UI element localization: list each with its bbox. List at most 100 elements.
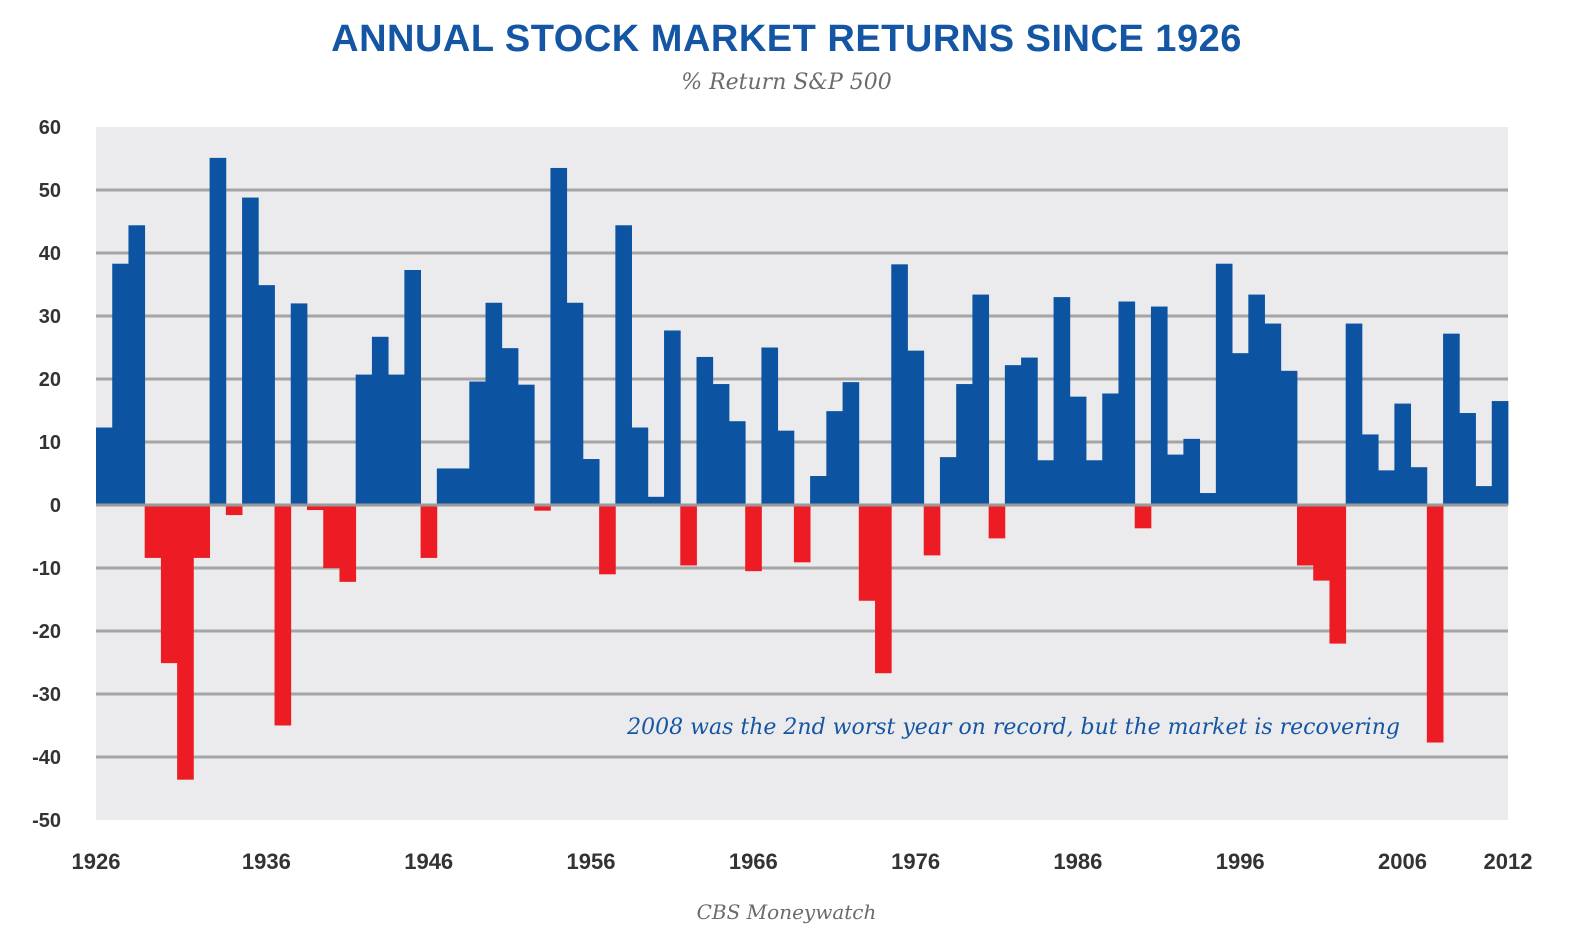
bar-1927 [112,263,129,505]
bar-1964 [712,384,730,505]
bar-2007 [1410,467,1428,505]
bar-1975 [891,264,908,505]
bar-1940 [323,505,340,568]
bar-1989 [1118,301,1136,505]
bar-1968 [777,430,795,505]
bar-1993 [1183,438,1201,505]
bar-1988 [1102,393,1119,505]
bar-1952 [517,384,535,505]
y-tick-label: 10 [39,432,61,454]
x-axis-ticks: 1926 1936 1946 1956 1966 1976 1986 1996 2006 2012 [72,849,1533,874]
y-tick-label: 20 [39,369,61,391]
chart-title: ANNUAL STOCK MARKET RETURNS SINCE 1926 [331,18,1242,60]
bar-1991 [1150,306,1168,505]
bar-1969 [793,505,811,563]
bar-1983 [1021,357,1038,505]
y-tick-label: -40 [32,747,61,769]
chart-subtitle: % Return S&P 500 [681,70,892,95]
bar-1962 [680,505,697,566]
bar-1950 [485,302,503,505]
bar-1959 [631,427,649,505]
bar-1981 [988,505,1006,539]
bar-1930 [160,505,178,664]
bar-2004 [1361,434,1379,505]
x-tick-label: 2012 [1484,849,1533,874]
y-tick-label: -20 [32,621,61,643]
bar-1945 [404,270,421,505]
bar-1938 [290,303,308,505]
bar-2003 [1345,323,1363,505]
bar-1996 [1232,353,1249,505]
bar-1931 [177,505,194,780]
bar-1937 [274,505,292,726]
bar-1947 [436,468,454,505]
bar-1960 [647,496,665,505]
x-tick-label: 1946 [404,849,453,874]
bar-1941 [339,505,357,582]
bar-1958 [615,225,632,505]
bar-1992 [1167,454,1184,505]
bar-2000 [1297,505,1314,566]
bar-1951 [501,348,519,505]
bar-2011 [1475,486,1493,505]
bar-1974 [875,505,892,674]
bar-1999 [1280,370,1298,505]
y-tick-label: -50 [32,810,61,832]
bar-1957 [599,505,616,575]
bar-1933 [209,157,227,505]
bar-2012 [1491,401,1509,505]
y-tick-label: 30 [39,306,61,328]
bar-1987 [1086,460,1103,505]
bar-1997 [1248,294,1265,505]
bar-1943 [371,336,389,505]
bar-1939 [306,505,324,511]
bar-1966 [745,505,762,572]
bar-1978 [939,457,957,505]
bar-1998 [1264,323,1282,505]
y-tick-label: 50 [39,180,61,202]
bar-1942 [355,374,373,505]
x-tick-label: 1936 [242,849,291,874]
bar-1971 [826,411,843,505]
bar-1934 [225,505,243,516]
y-tick-label: 0 [50,495,61,517]
x-tick-label: 1926 [72,849,121,874]
bar-1995 [1215,263,1233,505]
bar-1936 [258,285,275,505]
bar-1932 [193,505,211,558]
bar-1956 [582,459,600,505]
x-tick-label: 1966 [729,849,778,874]
bar-1982 [1004,365,1022,505]
x-tick-label: 1986 [1053,849,1102,874]
bar-1926 [96,427,113,505]
bar-1970 [810,476,827,505]
x-tick-label: 2006 [1378,849,1427,874]
bar-1990 [1134,505,1152,529]
x-tick-label: 1976 [891,849,940,874]
bar-1977 [923,505,941,556]
bar-1944 [388,374,405,505]
bar-2002 [1329,505,1347,644]
bar-1946 [420,505,438,558]
bar-1976 [907,350,925,505]
bar-1949 [469,381,486,505]
bar-1955 [566,302,584,505]
bar-1954 [550,167,568,505]
bar-1965 [728,421,746,505]
y-axis-ticks: 60 50 40 30 20 10 0 -10 -20 -30 -40 -50 [32,117,61,832]
bar-1980 [972,294,990,505]
bar-2009 [1443,333,1460,505]
bar-2010 [1459,413,1476,505]
bar-1979 [956,384,973,505]
x-tick-label: 1996 [1216,849,1265,874]
source-note: CBS Moneywatch [696,900,877,924]
bar-1929 [144,505,162,558]
bar-2001 [1313,505,1330,581]
chart-annotation: 2008 was the 2nd worst year on record, b… [626,715,1400,740]
bar-1928 [128,225,146,505]
bar-1994 [1199,493,1217,505]
y-tick-label: -30 [32,684,61,706]
bar-1986 [1069,396,1087,505]
y-tick-label: -10 [32,558,61,580]
y-tick-label: 60 [39,117,61,139]
